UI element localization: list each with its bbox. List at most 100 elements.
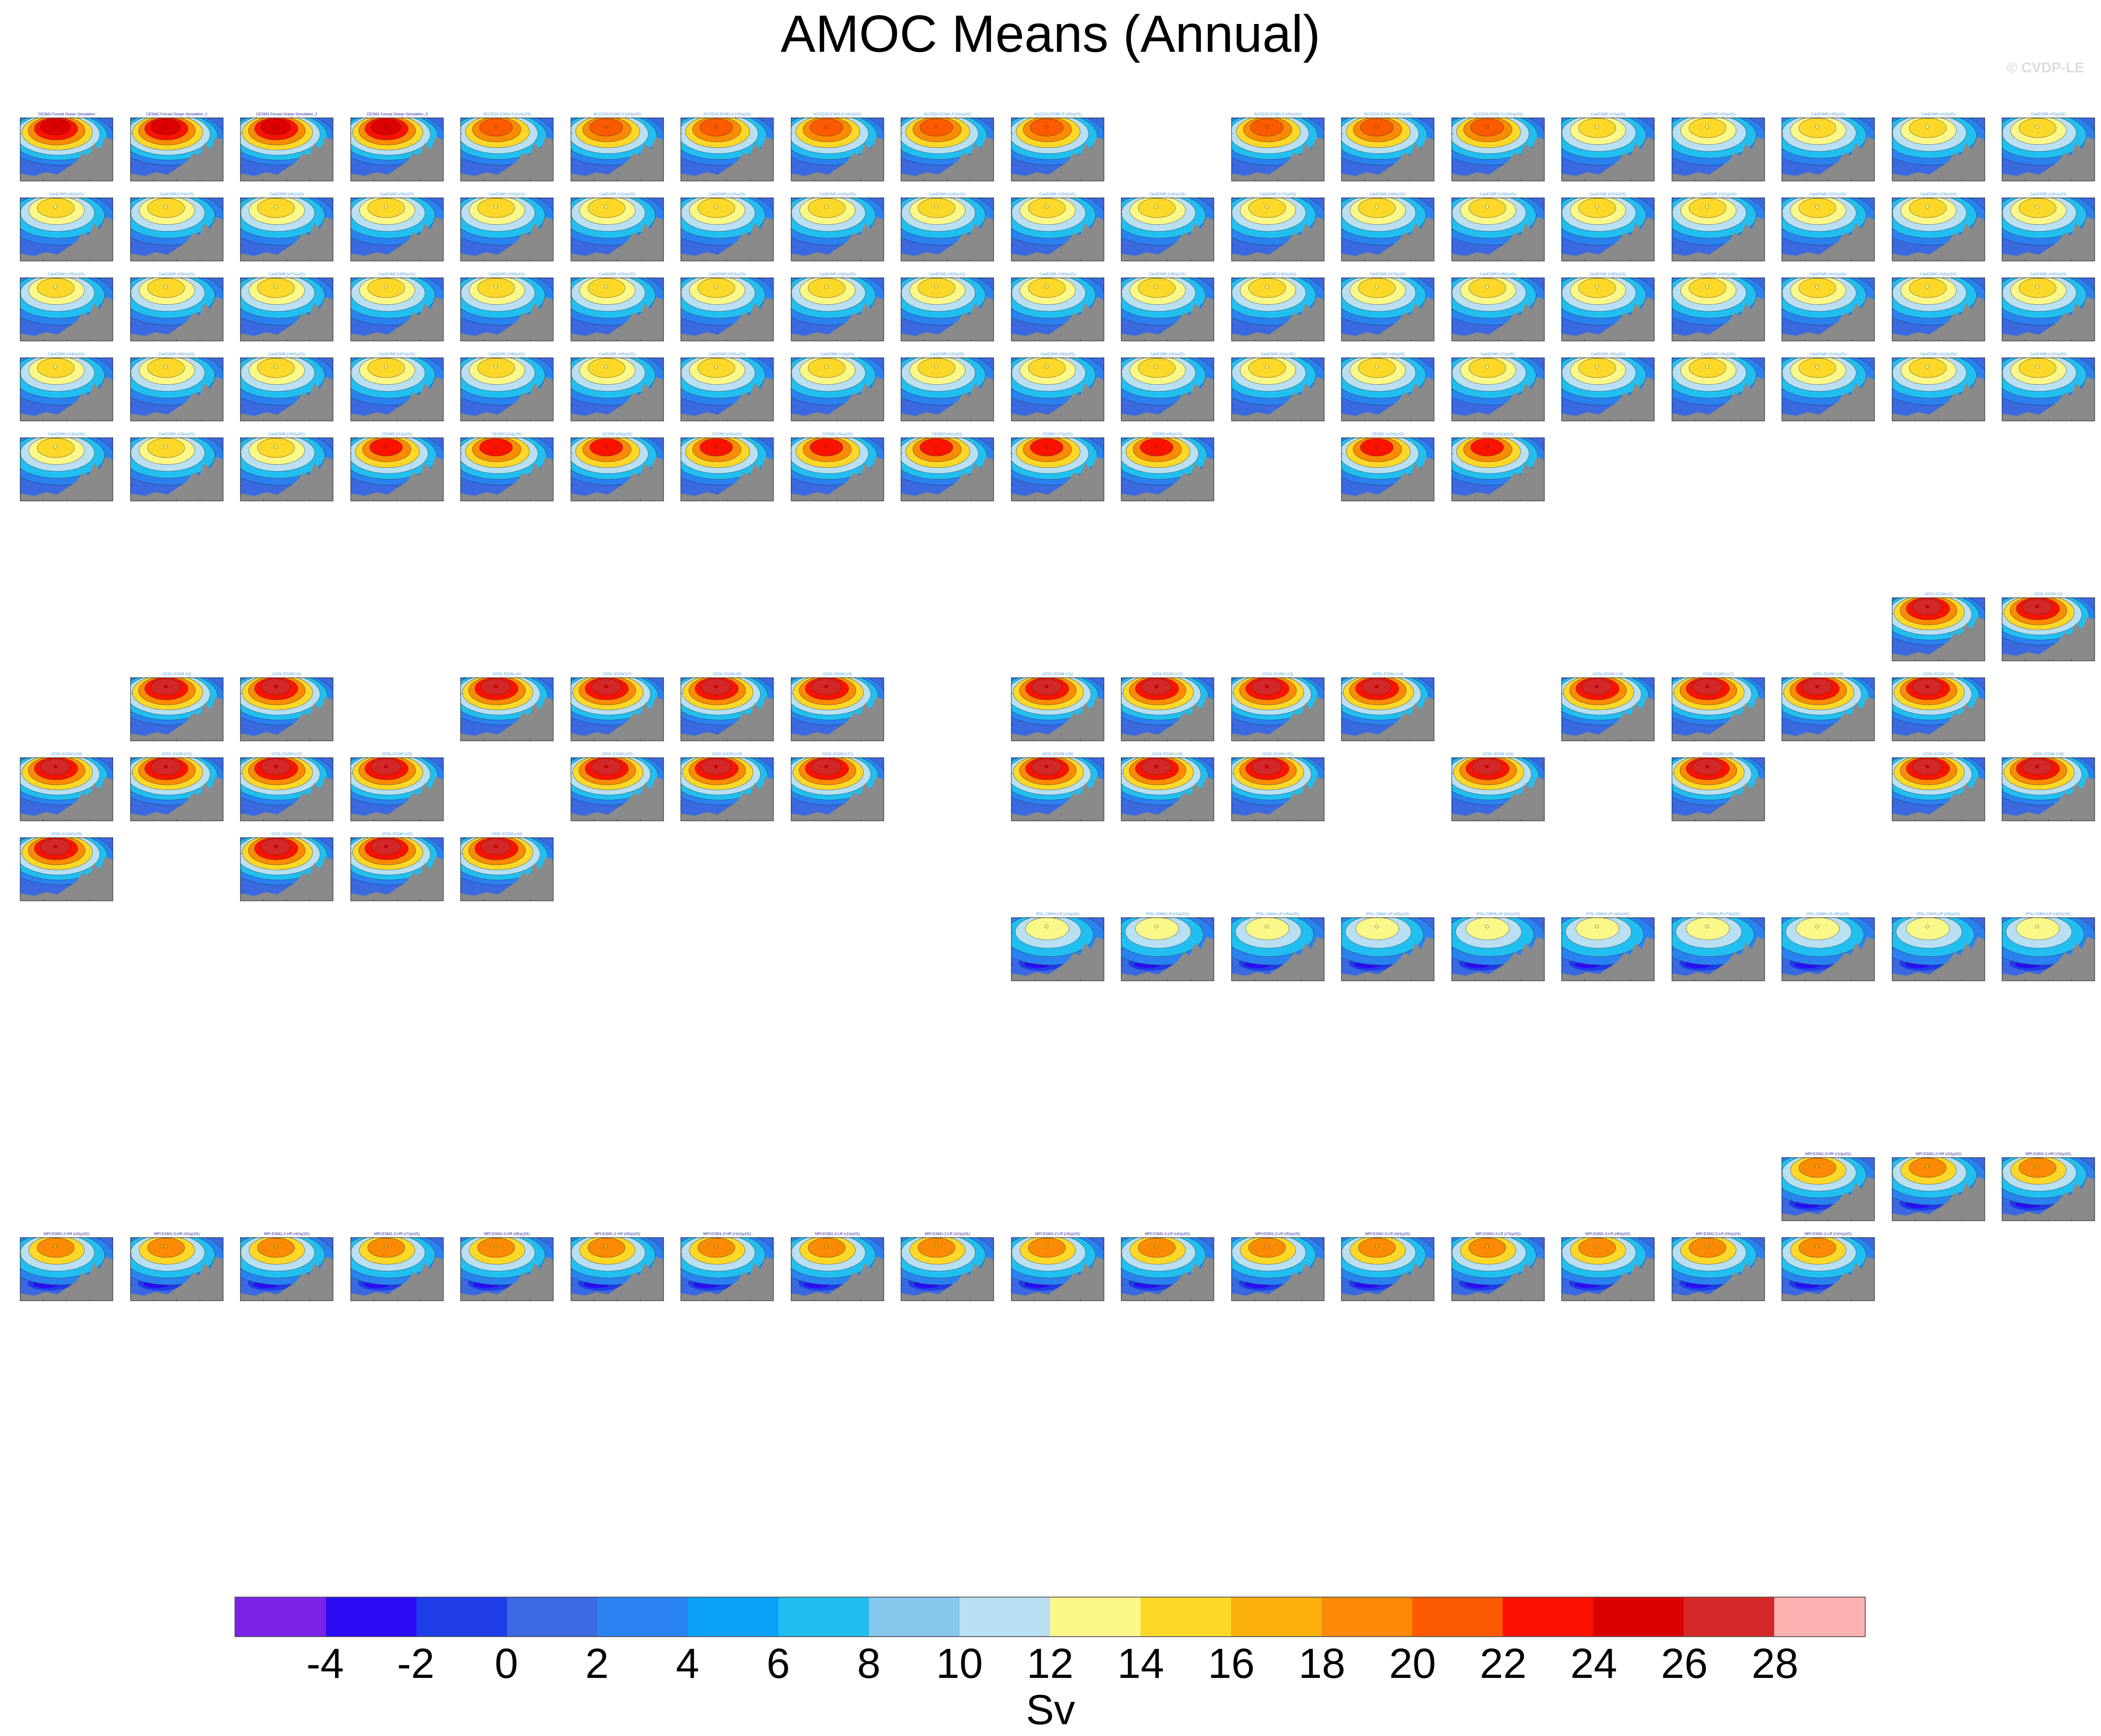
panel-svg: CESM2 (r8i1p1f1) [1121, 432, 1214, 501]
panel-title: CESM1 Forced Ocean Simulation_2 [256, 112, 317, 116]
max-marker [1485, 365, 1489, 369]
panel-title: GFDL-ES2M (r17) [1703, 672, 1733, 676]
amoc-panel: CanESM5 (r32i1p1f1) [778, 270, 887, 348]
panel-svg: CanESM5 (r26i1p1f1) [130, 272, 223, 341]
bathymetry-mask [350, 777, 443, 821]
amoc-panel: CanESM5 (r12i1p2f1) [1989, 350, 2098, 428]
amoc-panel: CESM2 (r4i1p1f1) [667, 430, 777, 508]
amoc-panel: GFDL-ES2M (r29) [998, 750, 1107, 828]
max-marker [494, 205, 498, 209]
bathymetry-mask [1341, 937, 1434, 981]
bathymetry-mask [20, 217, 113, 261]
panel-svg: CanESM5 (r49i1p1f1) [571, 352, 664, 421]
max-marker [1705, 205, 1709, 209]
colorbar-box [688, 1598, 779, 1636]
panel-svg: IPSL-CM6A-LR (r9i1p1f1) [1892, 912, 1985, 981]
panel-title: CanESM5 (r19i1p1f1) [1480, 192, 1516, 196]
panel-title: CanESM5 (r34i1p1f1) [1039, 272, 1076, 276]
amoc-panel: GFDL-ES2M (r18) [1768, 670, 1878, 748]
panel-svg: GFDL-ES2M (r38) [2002, 752, 2095, 821]
amoc-panel: IPSL-CM6A-LR (r2i1p1f1) [1108, 910, 1217, 988]
contour-band [1685, 918, 1730, 940]
panel-svg: ACCESS-ESM1-5 (r8i1p1f1) [1231, 112, 1324, 181]
amoc-panel: GFDL-ES2M (r41) [227, 830, 336, 908]
max-marker [274, 844, 277, 849]
amoc-panel: GFDL-ES2M (r25) [557, 750, 667, 828]
bathymetry-mask [240, 377, 333, 421]
max-marker [1044, 445, 1048, 449]
colorbar-box [1684, 1598, 1774, 1636]
contour-band [1025, 918, 1069, 940]
panel-title: CanESM5 (r29i1p1f1) [488, 272, 525, 276]
colorbar-box [597, 1598, 688, 1636]
panel-title: CESM1 Forced Ocean Simulation_1 [146, 112, 207, 116]
bathymetry-mask [1892, 937, 1985, 981]
panel-svg: CanESM5 (r34i1p1f1) [1011, 272, 1104, 341]
amoc-panel: ACCESS-ESM1-5 (r4i1p1f1) [778, 110, 887, 188]
max-marker [274, 205, 277, 209]
colorbar-box [1141, 1598, 1231, 1636]
max-marker [274, 764, 277, 769]
amoc-panel: MPI-ESM1-2-HR (r5i1p1f1) [117, 1230, 227, 1308]
panel-title: GFDL-ES2M (r7) [603, 672, 631, 676]
bathymetry-mask [1011, 937, 1104, 981]
panel-svg: GFDL-ES2M (r1) [1892, 592, 1985, 661]
colorbar-tick-label: -2 [397, 1640, 435, 1687]
panel-svg: GFDL-ES2M (r41) [240, 832, 333, 901]
panel-title: CanESM5 (r43i1p1f1) [2030, 272, 2066, 276]
max-marker [1925, 684, 1929, 689]
colorbar-tick-label: 16 [1208, 1640, 1255, 1687]
max-marker [824, 285, 828, 289]
panel-title: GFDL-ES2M (r42) [381, 832, 412, 836]
panel-title: CanESM5 (r12i1p1f1) [709, 192, 745, 196]
amoc-panel: GFDL-ES2M (r9) [778, 670, 887, 748]
panel-title: CanESM5 (r28i1p1f1) [379, 272, 415, 276]
panel-title: CESM1 Forced Ocean Simulation [38, 112, 95, 116]
panel-title: CanESM5 (r15i1p2f1) [268, 432, 305, 436]
colorbar-tick-label: 24 [1570, 1640, 1617, 1687]
panel-svg: CanESM5 (r10i1p2f1) [1781, 352, 1875, 421]
amoc-panel: GFDL-ES2M (r26) [667, 750, 777, 828]
bathymetry-mask [1562, 217, 1654, 261]
panel-title: CanESM5 (r11i1p1f1) [599, 192, 635, 196]
amoc-panel: GFDL-ES2M (r35) [1658, 750, 1768, 828]
panel-svg: GFDL-ES2M (r3) [130, 672, 223, 741]
panel-title: CanESM5 (r41i1p1f1) [1810, 272, 1846, 276]
bathymetry-mask [2002, 777, 2095, 821]
panel-svg: CanESM5 (r27i1p1f1) [240, 272, 333, 341]
max-marker [714, 1244, 718, 1249]
amoc-panel: CanESM5 (r50i1p1f1) [667, 350, 777, 428]
panel-title: MPI-ESM1-2-HR (r6i1p1f1) [264, 1232, 310, 1236]
bathymetry-mask [1451, 1257, 1544, 1301]
max-marker [1264, 924, 1269, 929]
amoc-panel: GFDL-ES2M (r1) [1879, 590, 1988, 668]
amoc-panel: CanESM5 (r13i1p1f1) [778, 190, 887, 268]
bathymetry-mask [571, 697, 664, 741]
amoc-panel: CanESM5 (r4i1p1f1) [1879, 110, 1988, 188]
panel-svg: CanESM5 (r18i1p1f1) [1341, 192, 1434, 261]
max-marker [1375, 205, 1378, 209]
panel-title: CanESM5 (r46i1p1f1) [268, 352, 305, 356]
panel-svg: MPI-ESM1-2-LR (r1i1p1f1) [791, 1232, 884, 1301]
bathymetry-mask [1892, 297, 1985, 341]
bathymetry-mask [130, 457, 223, 501]
panel-svg: CanESM5 (r6i1p1f1) [20, 192, 113, 261]
bathymetry-mask [1672, 297, 1765, 341]
panel-svg: MPI-ESM1-2-LR (r9i1p1f1) [1672, 1232, 1765, 1301]
bathymetry-mask [1782, 937, 1874, 981]
panel-title: GFDL-ES2M (r2) [2034, 592, 2063, 596]
contour-band [2016, 918, 2060, 940]
bathymetry-mask [461, 857, 553, 901]
amoc-panel: CanESM5 (r49i1p1f1) [557, 350, 667, 428]
panel-title: MPI-ESM1-2-LR (r8i1p1f1) [1585, 1232, 1630, 1236]
panel-title: CanESM5 (r47i1p1f1) [379, 352, 415, 356]
colorbar-box [779, 1598, 869, 1636]
panel-title: GFDL-ES2M (r21) [161, 752, 192, 756]
amoc-panel: CanESM5 (r11i1p1f1) [557, 190, 667, 268]
panel-title: MPI-ESM1-2-LR (r9i1p1f1) [1696, 1232, 1741, 1236]
panel-title: CanESM5 (r25i1p1f1) [48, 272, 85, 276]
panel-svg: CanESM5 (r20i1p1f1) [1561, 192, 1655, 261]
panel-title: IPSL-CM6A-LR (r6i1p1f1) [1586, 912, 1629, 916]
amoc-panel: CanESM5 (r9i1p2f1) [1658, 350, 1768, 428]
amoc-panel: MPI-ESM1-2-HR (r3i1p1f1) [1989, 1150, 2098, 1228]
